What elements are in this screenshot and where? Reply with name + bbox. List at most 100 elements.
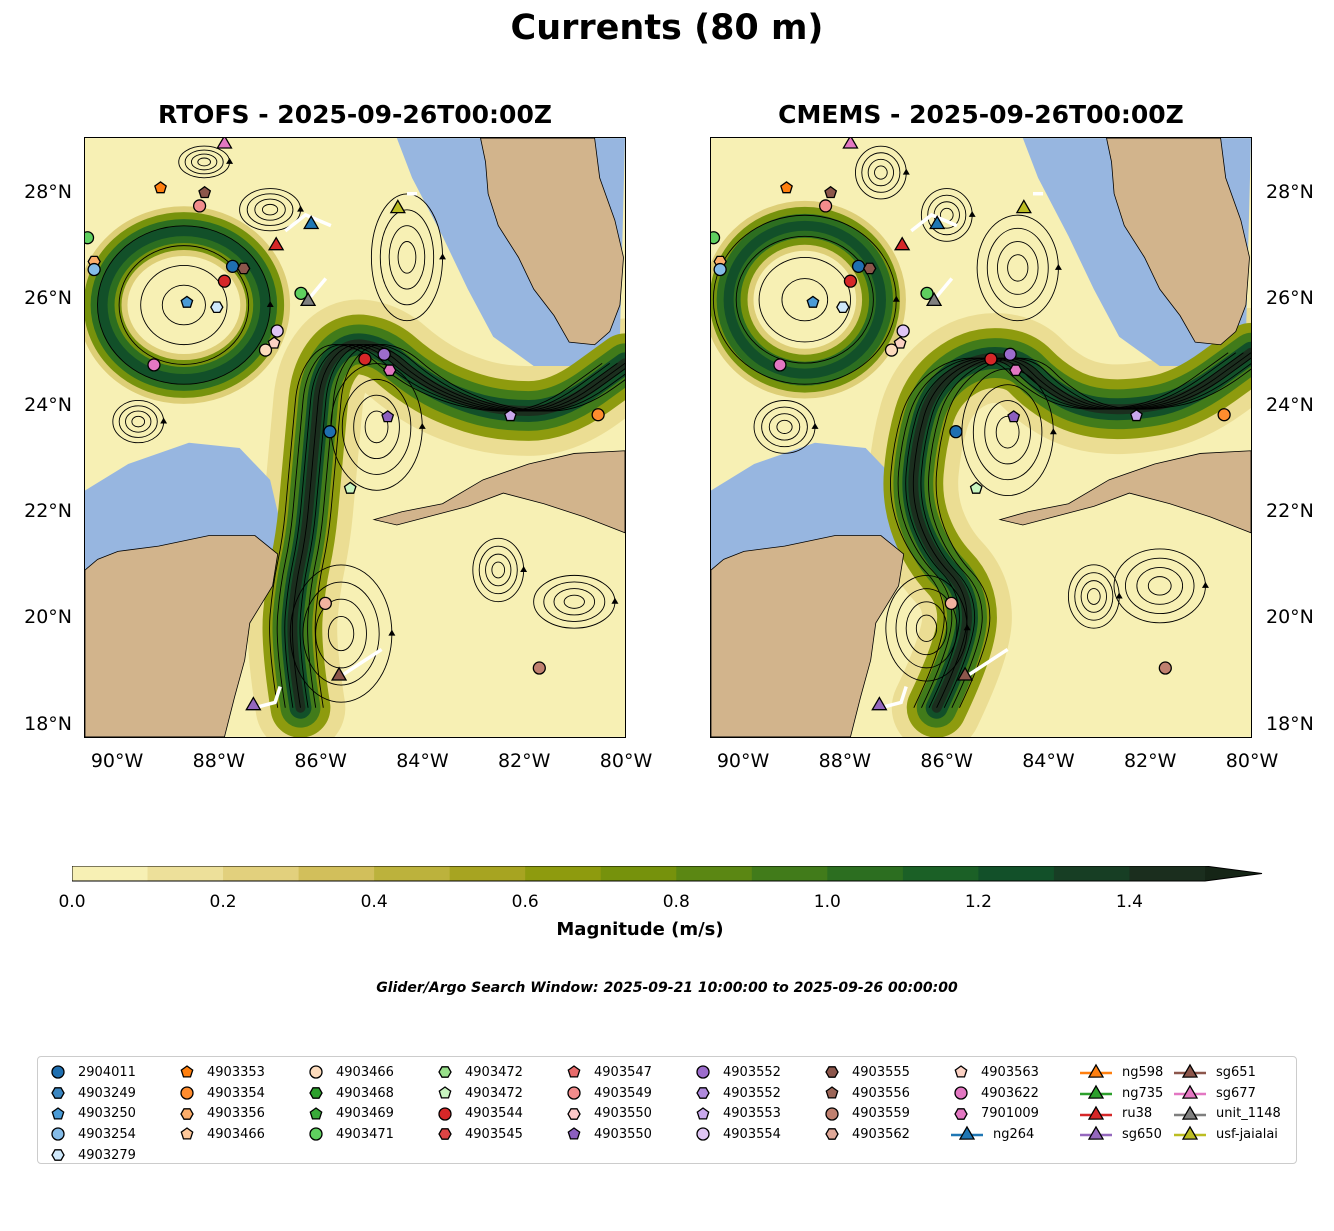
glider-track bbox=[306, 277, 328, 301]
legend-label: 4903356 bbox=[207, 1106, 265, 1122]
streamline-arrow bbox=[963, 624, 971, 631]
legend-item: sg677 bbox=[1172, 1083, 1281, 1104]
land-florida bbox=[1106, 138, 1250, 346]
legend-symbol bbox=[51, 1106, 65, 1120]
legend-marker-icon bbox=[1174, 1084, 1206, 1099]
legend-symbol bbox=[1087, 1105, 1105, 1120]
legend-symbol bbox=[51, 1087, 65, 1099]
legend-label: 4903552 bbox=[723, 1064, 781, 1080]
streamline bbox=[915, 614, 938, 642]
legend-symbol bbox=[51, 1149, 65, 1161]
streamline bbox=[388, 225, 426, 290]
legend-marker-icon bbox=[696, 1106, 710, 1120]
lat-tick-label: 24°N bbox=[1266, 393, 1314, 416]
legend-label: ng598 bbox=[1122, 1064, 1164, 1080]
streamline bbox=[758, 257, 851, 343]
figure-title: Currents (80 m) bbox=[510, 8, 824, 48]
streamline bbox=[307, 343, 625, 708]
marker-4903555 bbox=[236, 262, 251, 275]
legend-marker-icon bbox=[51, 1127, 65, 1142]
legend-symbol bbox=[309, 1087, 323, 1099]
marker-4903354 bbox=[1217, 408, 1231, 422]
lon-tick-label: 82°W bbox=[1123, 750, 1177, 772]
streamline bbox=[485, 553, 512, 587]
streamline bbox=[140, 264, 228, 346]
legend-marker-icon bbox=[954, 1065, 968, 1078]
legend-item: 4903554 bbox=[691, 1124, 781, 1145]
legend-symbol bbox=[825, 1107, 839, 1121]
marker-7901009 bbox=[383, 364, 397, 377]
marker-4903353 bbox=[780, 181, 793, 194]
legend-label: usf-jaialai bbox=[1216, 1126, 1278, 1142]
streamline-arrow bbox=[811, 422, 819, 429]
legend-marker-icon bbox=[309, 1106, 323, 1120]
lon-tick-label: 90°W bbox=[716, 750, 770, 772]
streamline bbox=[262, 203, 279, 216]
legend-symbol bbox=[180, 1086, 194, 1100]
marker-4903254 bbox=[87, 262, 101, 277]
streamline bbox=[972, 384, 1043, 481]
glider-track bbox=[910, 212, 958, 233]
streamline bbox=[895, 588, 958, 669]
legend-item: 4903279 bbox=[46, 1145, 136, 1166]
lon-tick-label: 90°W bbox=[90, 750, 144, 772]
rtofs-panel-title: RTOFS - 2025-09-26T00:00Z bbox=[158, 100, 552, 129]
streamline bbox=[1087, 588, 1101, 605]
legend-symbol bbox=[954, 1086, 968, 1100]
legend-symbol bbox=[825, 1066, 839, 1079]
lat-tick-label: 22°N bbox=[1266, 499, 1314, 522]
colorbar-tick-label: 0.6 bbox=[511, 892, 539, 912]
streamline bbox=[131, 415, 146, 428]
marker-4903559 bbox=[1158, 661, 1172, 675]
legend-symbol bbox=[958, 1126, 976, 1141]
legend-item: 4903547 bbox=[562, 1062, 652, 1083]
legend-label: 4903469 bbox=[336, 1106, 394, 1122]
legend-label: 4903471 bbox=[336, 1126, 394, 1142]
cmems-map bbox=[710, 137, 1252, 738]
marker-ru38 bbox=[893, 236, 911, 251]
streamline bbox=[1124, 557, 1195, 615]
legend-symbol bbox=[438, 1107, 452, 1121]
streamline bbox=[935, 357, 1251, 708]
colorbar-bin bbox=[525, 866, 602, 881]
legend-marker-icon bbox=[825, 1086, 839, 1099]
streamline bbox=[912, 352, 1251, 708]
legend-symbol bbox=[309, 1127, 323, 1142]
legend-item: 4903354 bbox=[175, 1083, 265, 1104]
legend-item: 4903563 bbox=[949, 1062, 1039, 1083]
legend-item: 4903555 bbox=[820, 1062, 910, 1083]
legend-marker-icon bbox=[696, 1087, 710, 1099]
legend-symbol bbox=[180, 1107, 194, 1120]
lon-tick-label: 82°W bbox=[497, 750, 551, 772]
legend-symbol bbox=[438, 1066, 452, 1079]
streamline bbox=[761, 406, 808, 448]
colorbar-tick-label: 1.4 bbox=[1115, 892, 1143, 912]
legend-item: 4903250 bbox=[46, 1103, 136, 1124]
streamline bbox=[927, 194, 967, 236]
legend-label: 4903549 bbox=[594, 1085, 652, 1101]
streamline bbox=[995, 415, 1020, 449]
colorbar-bin bbox=[72, 866, 149, 881]
streamline bbox=[768, 413, 801, 441]
legend-marker-icon bbox=[954, 1086, 968, 1100]
legend-label: 4903550 bbox=[594, 1106, 652, 1122]
legend-marker-icon bbox=[438, 1128, 452, 1141]
glider-track bbox=[932, 277, 954, 301]
legend-symbol bbox=[1087, 1126, 1105, 1141]
legend-label: 4903353 bbox=[207, 1064, 265, 1080]
legend-symbol bbox=[438, 1086, 452, 1099]
streamline-arrow bbox=[388, 629, 396, 636]
legend-label: 7901009 bbox=[981, 1106, 1039, 1122]
legend-item: 4903353 bbox=[175, 1062, 265, 1083]
legend-item: 4903559 bbox=[820, 1103, 910, 1124]
legend-marker-icon bbox=[438, 1086, 452, 1099]
streamline-arrow bbox=[160, 417, 168, 424]
streamline-arrow bbox=[226, 157, 234, 164]
land-florida bbox=[480, 138, 624, 346]
colorbar-tick-label: 0.2 bbox=[209, 892, 237, 912]
streamline bbox=[905, 352, 1244, 708]
colorbar-tick-label: 1.2 bbox=[964, 892, 992, 912]
legend-label: sg677 bbox=[1216, 1085, 1256, 1101]
streamline bbox=[890, 352, 1229, 708]
legend-item: 4903249 bbox=[46, 1083, 136, 1104]
